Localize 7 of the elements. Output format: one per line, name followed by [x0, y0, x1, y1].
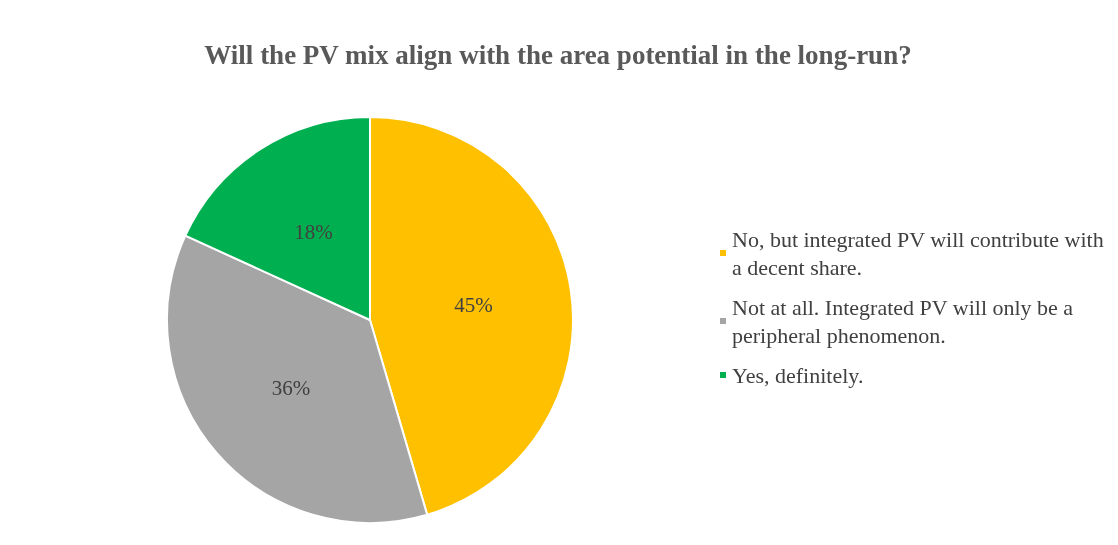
chart-title: Will the PV mix align with the area potential in the long-run?: [204, 39, 912, 70]
data-label: 45%: [454, 293, 493, 318]
legend-label: Not at all. Integrated PV will only be a peripheral phenomenon.: [732, 294, 1079, 348]
legend-label: Yes, definitely.: [732, 362, 864, 388]
data-label: 36%: [271, 376, 311, 401]
data-label: 18%: [294, 220, 333, 245]
legend-label: No, but integrated PV will contribute with a decent share.: [732, 226, 1110, 280]
